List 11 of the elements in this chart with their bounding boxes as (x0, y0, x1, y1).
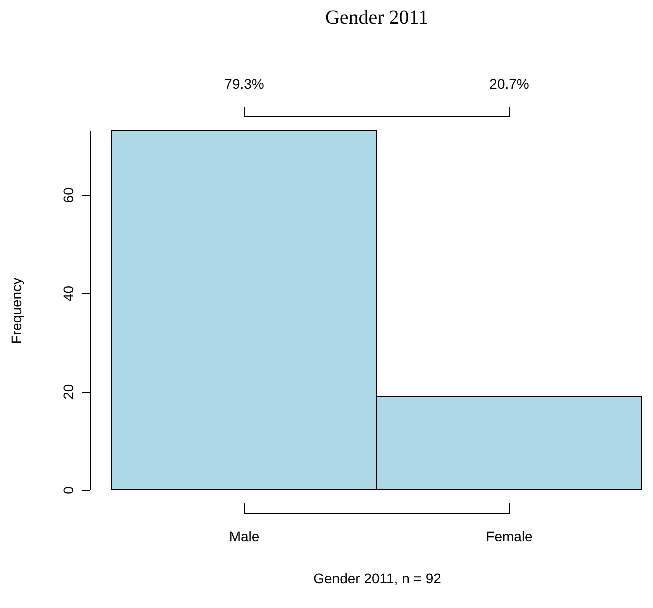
y-tick-label: 60 (60, 187, 76, 204)
y-tick-label: 0 (60, 486, 76, 494)
text: 79.3% (224, 76, 264, 92)
y-tick-label: 40 (60, 286, 76, 302)
x-tick-label: Female (486, 528, 534, 544)
x-tick-label: Male (229, 528, 260, 544)
chart-title: Gender 2011 (325, 7, 429, 29)
x-axis-title: Gender 2011, n = 92 (314, 570, 442, 586)
y-tick-label: 20 (60, 384, 76, 400)
y-axis-title: Frequency (8, 278, 24, 344)
text: 20.7% (490, 76, 530, 92)
